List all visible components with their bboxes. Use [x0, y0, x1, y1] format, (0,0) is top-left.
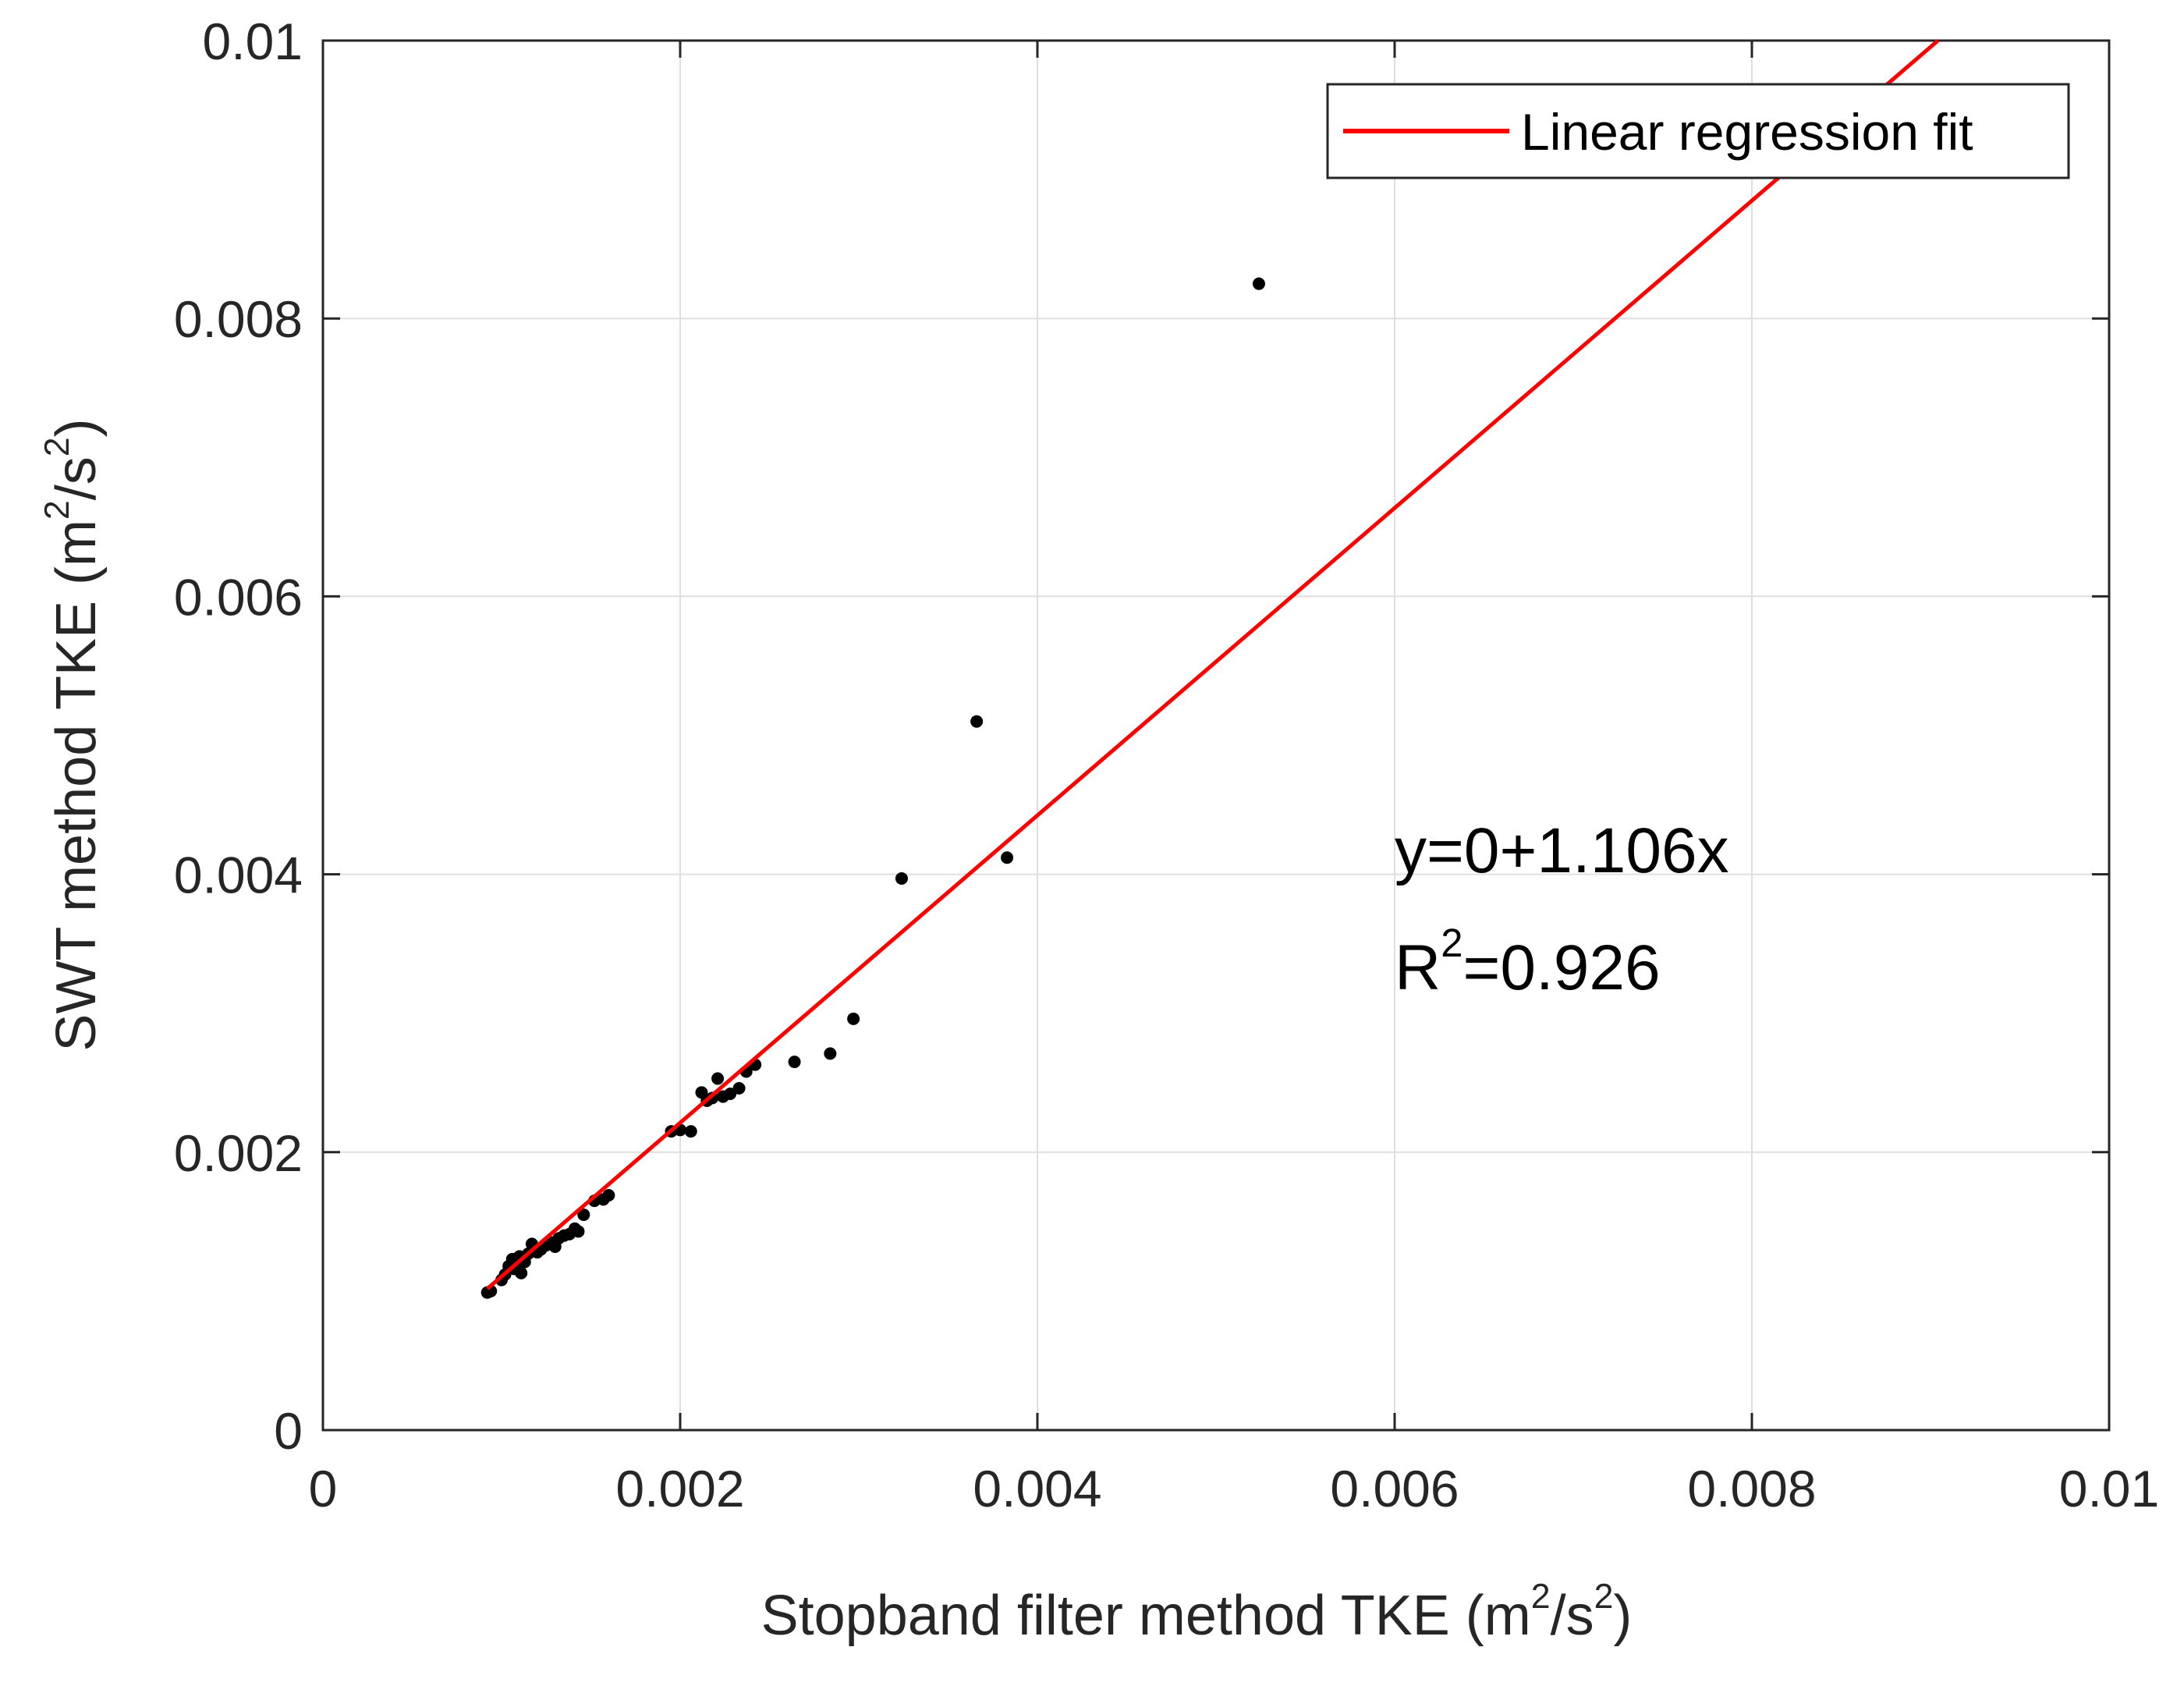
equation-annotation: y=0+1.106x: [1395, 815, 1729, 886]
x-tick-label: 0.01: [2059, 1460, 2159, 1517]
data-point: [824, 1047, 837, 1060]
data-point: [788, 1056, 801, 1069]
data-point: [515, 1266, 528, 1280]
x-axis-title: Stopband filter method TKE (m2/s2): [761, 1578, 1633, 1647]
plot-area: [321, 39, 2111, 1432]
y-tick-label: 0.002: [174, 1124, 303, 1182]
axis-ticks: [321, 39, 2111, 1432]
x-axis-title-sup2: 2: [1594, 1578, 1614, 1616]
grid-lines: [323, 41, 2109, 1430]
data-point: [684, 1125, 697, 1138]
data-point: [711, 1072, 725, 1085]
regression-line: [486, 39, 1940, 1290]
y-axis-title-sup2: 2: [38, 437, 76, 456]
data-point: [970, 715, 984, 728]
data-point: [577, 1208, 590, 1221]
x-axis-title-mid: /s: [1551, 1585, 1594, 1647]
y-axis-title-mid: /s: [45, 456, 108, 500]
legend-label: Linear regression fit: [1521, 103, 1973, 161]
data-point: [724, 1087, 737, 1100]
r-squared-base: R: [1395, 932, 1441, 1003]
y-axis-title: SWT method TKE (m2/s2): [38, 418, 108, 1051]
data-point: [1252, 277, 1265, 290]
x-tick-label: 0: [309, 1460, 338, 1517]
data-point: [602, 1189, 615, 1202]
x-axis-title-main: Stopband filter method TKE (m: [761, 1585, 1531, 1647]
x-tick-label: 0.006: [1330, 1460, 1459, 1517]
y-tick-labels: 0 0.002 0.004 0.006 0.008 0.01: [174, 12, 303, 1460]
x-tick-labels: 0 0.002 0.004 0.006 0.008 0.01: [309, 1460, 2160, 1517]
x-tick-label: 0.008: [1687, 1460, 1816, 1517]
data-point: [572, 1225, 585, 1238]
r-squared-value: =0.926: [1463, 932, 1661, 1003]
legend: Linear regression fit: [1326, 83, 2070, 179]
x-axis-title-sup: 2: [1531, 1578, 1551, 1616]
y-tick-label: 0.004: [174, 847, 303, 904]
x-tick-label: 0.004: [973, 1460, 1101, 1517]
r-squared-annotation: R2=0.926: [1395, 921, 1661, 1003]
y-tick-label: 0.01: [203, 12, 303, 70]
y-axis-title-sup: 2: [38, 500, 76, 520]
data-point: [1001, 851, 1014, 864]
y-tick-label: 0.008: [174, 290, 303, 348]
y-tick-label: 0: [274, 1402, 303, 1460]
data-point: [847, 1012, 860, 1025]
x-tick-label: 0.002: [615, 1460, 744, 1517]
y-axis-title-end: ): [45, 418, 108, 437]
y-axis-title-main: SWT method TKE (m: [45, 520, 108, 1052]
r-squared-superscript: 2: [1441, 921, 1462, 965]
data-point: [732, 1081, 746, 1095]
y-tick-label: 0.006: [174, 568, 303, 626]
data-point: [895, 871, 908, 885]
x-axis-title-end: ): [1613, 1585, 1632, 1647]
